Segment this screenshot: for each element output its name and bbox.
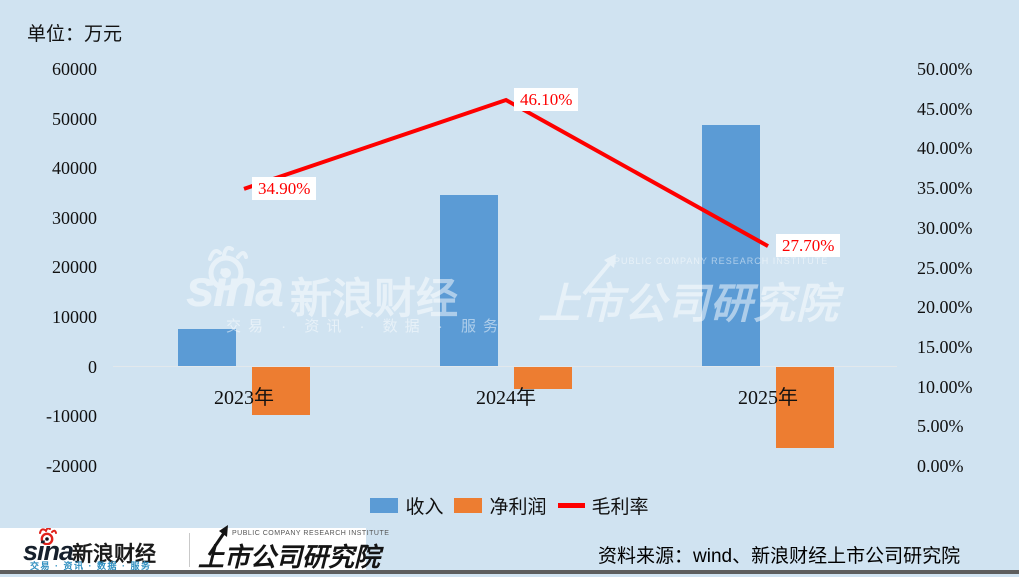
gross-margin-value-label: 27.70% <box>776 234 841 258</box>
sina-finance-logo: 新浪财经 <box>72 543 156 566</box>
institute-en-label: PUBLIC COMPANY RESEARCH INSTITUTE <box>232 530 390 537</box>
left-axis-tick-label: 20000 <box>52 257 97 278</box>
left-axis-tick-label: 10000 <box>52 306 97 327</box>
revenue-bar-2024年 <box>440 194 498 367</box>
footer-bottom-rule <box>0 570 1019 574</box>
right-axis-tick-label: 0.00% <box>917 456 964 476</box>
x-axis-label-2023年: 2023年 <box>214 387 274 409</box>
x-axis-label-2024年: 2024年 <box>476 387 536 409</box>
left-axis-tick-label: -20000 <box>46 455 97 476</box>
sina-logo-eye-icon <box>39 528 57 545</box>
legend-color-swatch <box>370 498 399 513</box>
right-axis-tick-label: 15.00% <box>917 336 973 357</box>
right-axis-tick-label: 10.00% <box>917 376 973 397</box>
gross-margin-value-label: 46.10% <box>514 87 579 111</box>
left-axis-tick-label: -10000 <box>46 406 97 427</box>
institute-logo: 上市公司研究院 <box>198 542 381 572</box>
institute-arrow-icon <box>207 525 228 556</box>
legend-color-swatch <box>454 498 483 513</box>
net-profit-bar-2025年 <box>776 366 834 448</box>
right-axis-tick-label: 20.00% <box>917 297 973 318</box>
left-axis-tick-label: 40000 <box>52 158 97 179</box>
legend-label: 净利润 <box>489 497 547 518</box>
left-axis-tick-label: 0 <box>88 356 97 377</box>
left-axis-tick-label: 50000 <box>52 108 97 129</box>
left-axis-tick-label: 30000 <box>52 207 97 228</box>
zero-axis-line <box>113 366 897 367</box>
legend-label: 毛利率 <box>591 497 649 518</box>
footer-logo-strip <box>0 528 366 571</box>
right-axis-tick-label: 40.00% <box>917 138 973 159</box>
gross-margin-value-label: 34.90% <box>252 176 317 200</box>
legend-label: 收入 <box>405 497 444 518</box>
revenue-bar-2023年 <box>178 328 236 367</box>
legend: 收入 净利润 毛利率 <box>0 492 1019 519</box>
net-profit-bar-2023年 <box>252 366 310 416</box>
right-axis-tick-label: 50.00% <box>917 59 973 79</box>
legend-line-swatch <box>557 503 585 508</box>
right-axis-tick-label: 25.00% <box>917 257 973 278</box>
revenue-bar-2025年 <box>702 124 760 367</box>
sina-logo-word: sina <box>23 536 74 566</box>
right-axis-tick-label: 30.00% <box>917 217 973 238</box>
right-axis-tick-label: 5.00% <box>917 416 964 437</box>
legend-item-净利润: 净利润 <box>454 492 547 519</box>
data-source-text: 资料来源：wind、新浪财经上市公司研究院 <box>598 546 961 567</box>
left-axis-tick-label: 60000 <box>52 58 97 79</box>
right-axis-tick-label: 35.00% <box>917 178 973 199</box>
right-axis-tick-label: 45.00% <box>917 98 973 119</box>
x-axis-label-2025年: 2025年 <box>738 387 798 409</box>
footer-divider <box>189 533 190 567</box>
sina-tagline: 交易 · 资讯 · 数据 · 服务 <box>30 561 152 571</box>
legend-item-毛利率: 毛利率 <box>557 492 649 519</box>
unit-label: 单位：万元 <box>27 24 123 45</box>
net-profit-bar-2024年 <box>514 366 572 389</box>
legend-item-收入: 收入 <box>370 492 443 519</box>
